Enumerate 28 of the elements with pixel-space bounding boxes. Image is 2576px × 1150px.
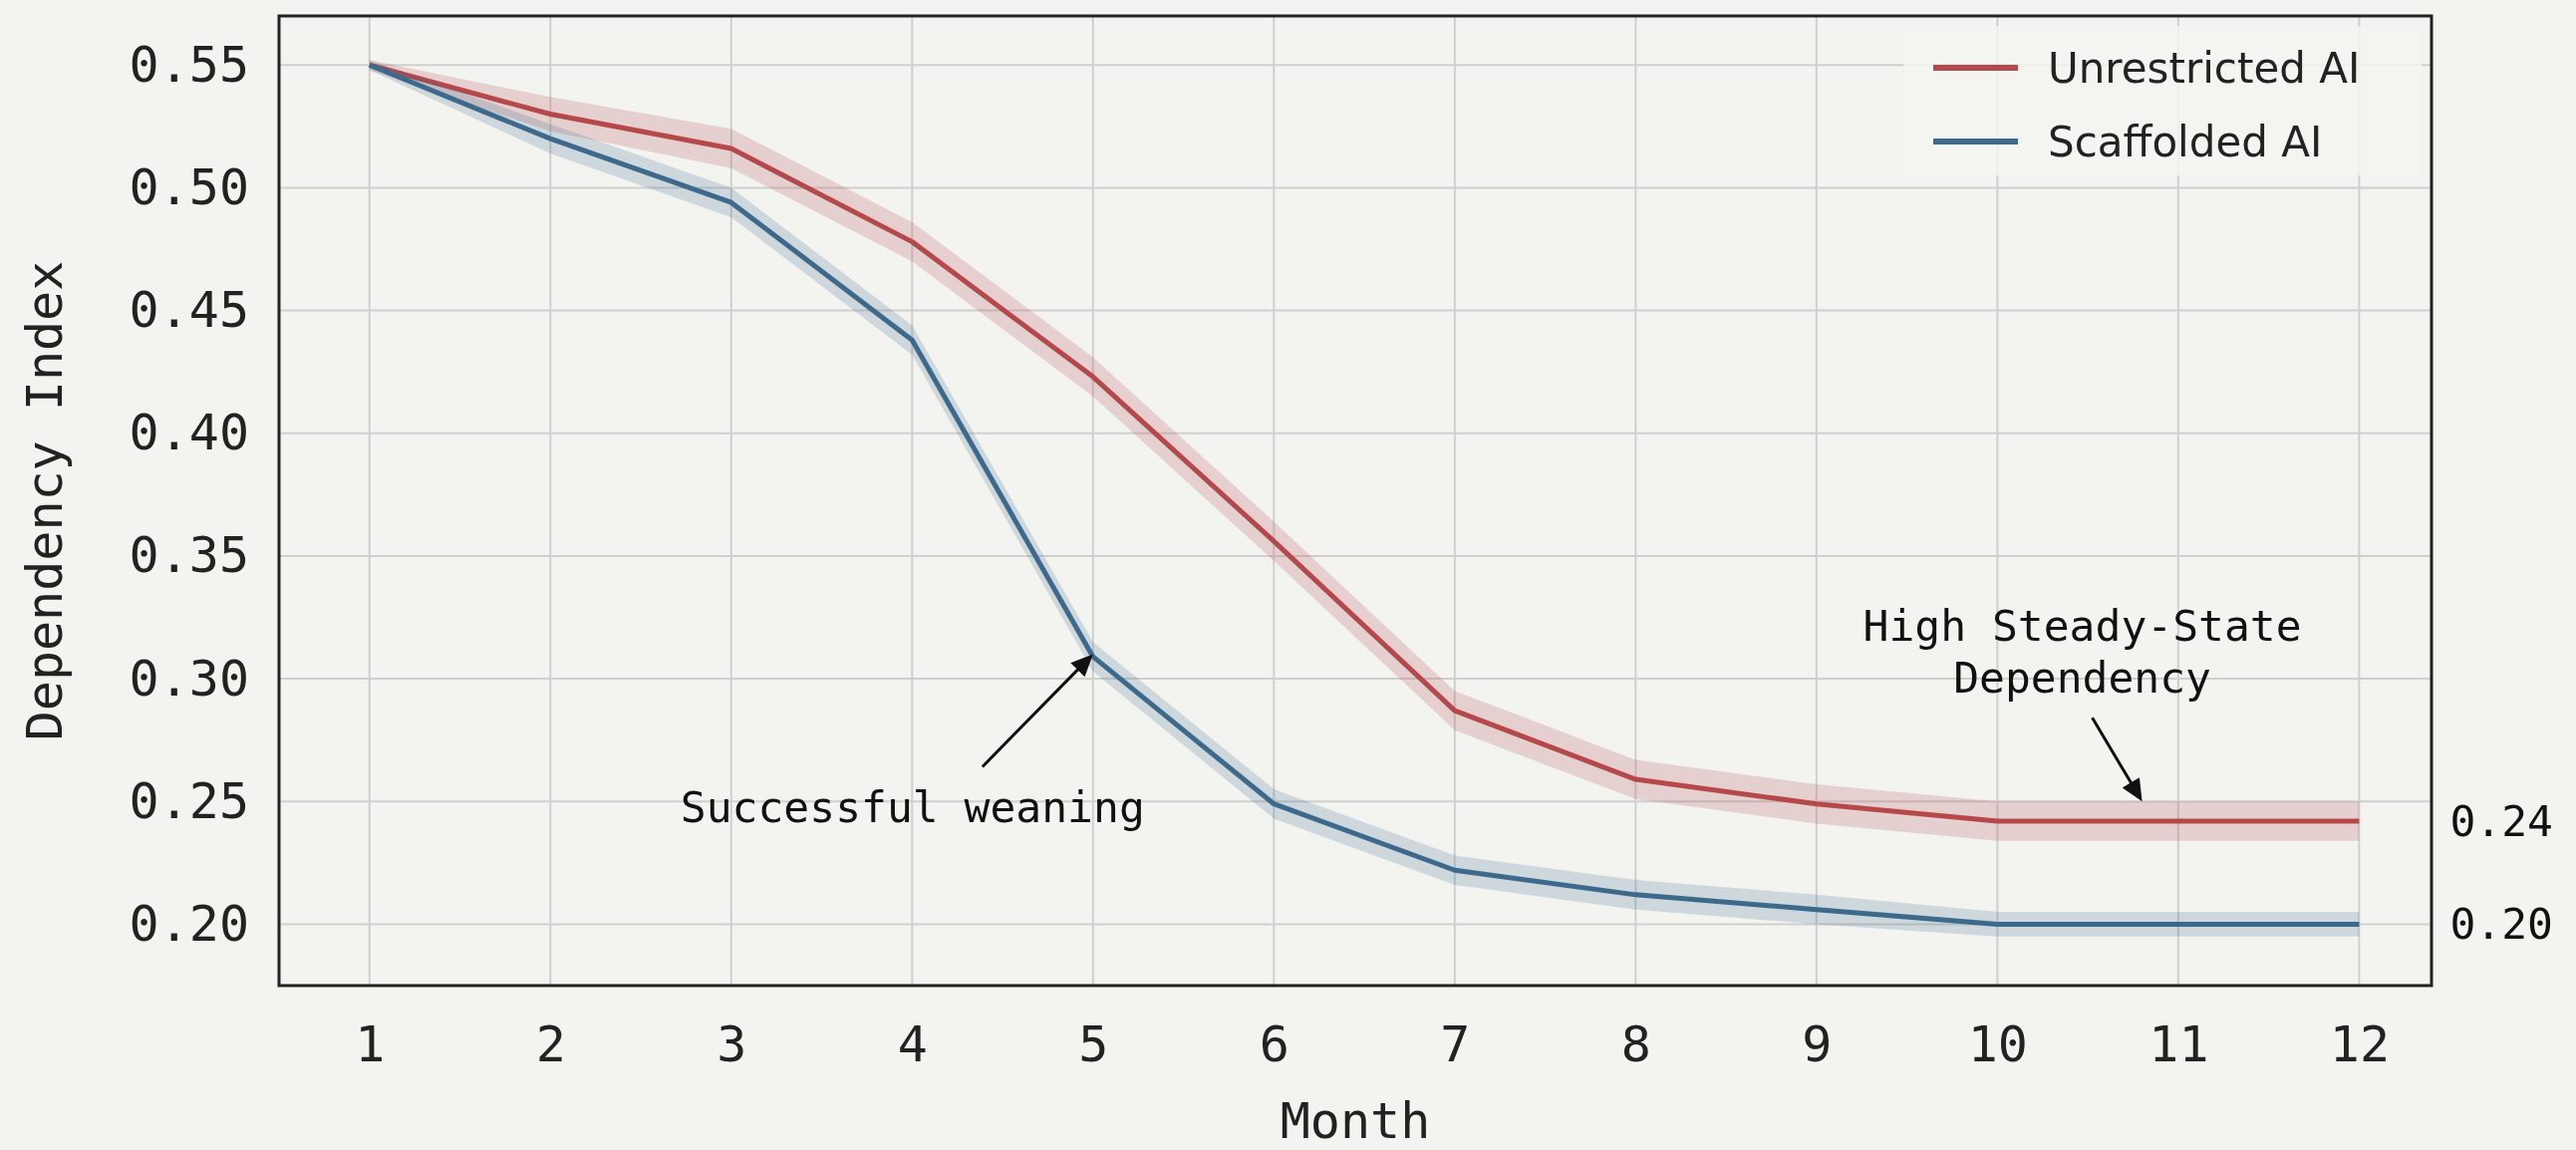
y-tick-label: 0.30 bbox=[129, 649, 249, 708]
legend-label: Unrestricted AI bbox=[2048, 43, 2361, 93]
x-tick-label: 10 bbox=[1967, 1014, 2028, 1073]
y-axis-title: Dependency Index bbox=[16, 260, 74, 741]
y-tick-label: 0.20 bbox=[129, 894, 249, 953]
x-tick-label: 4 bbox=[897, 1014, 928, 1073]
x-tick-label: 3 bbox=[716, 1014, 747, 1073]
x-tick-label: 8 bbox=[1620, 1014, 1651, 1073]
x-tick-label: 12 bbox=[2329, 1014, 2390, 1073]
legend-label: Scaffolded AI bbox=[2048, 117, 2323, 166]
y-tick-label: 0.40 bbox=[129, 404, 249, 462]
x-tick-label: 7 bbox=[1440, 1014, 1471, 1073]
x-tick-label: 6 bbox=[1259, 1014, 1289, 1073]
annotation: 0.24 bbox=[2449, 796, 2553, 847]
x-axis-title: Month bbox=[1280, 1092, 1431, 1150]
annotation: Successful weaning bbox=[680, 781, 1145, 832]
x-tick-label: 1 bbox=[355, 1014, 386, 1073]
x-tick-label: 5 bbox=[1078, 1014, 1109, 1073]
y-tick-label: 0.25 bbox=[129, 771, 249, 830]
x-tick-label: 11 bbox=[2148, 1014, 2209, 1073]
y-tick-label: 0.50 bbox=[129, 157, 249, 216]
annotation: High Steady-State Dependency bbox=[1862, 601, 2302, 703]
x-tick-label: 9 bbox=[1802, 1014, 1833, 1073]
x-tick-label: 2 bbox=[535, 1014, 566, 1073]
y-tick-label: 0.55 bbox=[129, 35, 249, 94]
annotation: 0.20 bbox=[2449, 899, 2553, 950]
y-tick-label: 0.35 bbox=[129, 526, 249, 585]
y-tick-label: 0.45 bbox=[129, 281, 249, 340]
